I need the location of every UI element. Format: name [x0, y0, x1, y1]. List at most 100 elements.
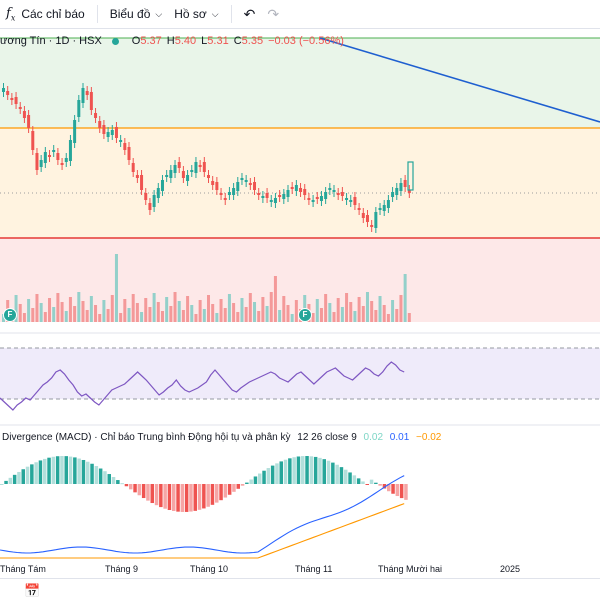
macd-histogram-bar [120, 483, 124, 485]
profile-button[interactable]: Hồ sơ ⌵ [168, 0, 224, 28]
event-flag-label: F [7, 310, 13, 319]
candle-body [278, 195, 282, 197]
candle-body [144, 193, 148, 200]
candle-body [365, 215, 369, 222]
volume-bar [39, 303, 43, 322]
macd-histogram-bar [154, 484, 159, 506]
candle-body [395, 188, 399, 195]
volume-bar [102, 300, 106, 322]
profile-label: Hồ sơ [174, 7, 207, 21]
current-candle [407, 161, 414, 191]
volume-bar [374, 310, 378, 322]
price-chart[interactable]: Tháng Tám Tháng 9 Tháng 10 Tháng 11 Tháng Mư… [0, 28, 600, 578]
volume-bar [236, 312, 240, 322]
chevron-down-icon: ⌵ [155, 8, 163, 19]
event-flag-icon[interactable]: F [298, 308, 312, 322]
macd-histogram-bar [262, 470, 266, 484]
macd-histogram-bar [356, 478, 361, 484]
volume-bar [386, 314, 390, 322]
macd-histogram-bar [163, 484, 167, 509]
macd-histogram-bar [107, 474, 111, 484]
candle-body [253, 182, 257, 190]
volume-bar [391, 300, 395, 322]
macd-histogram-bar [206, 484, 210, 507]
bottom-bar: 📅 [0, 578, 600, 601]
macd-histogram-bar [81, 459, 86, 484]
macd-histogram-bar [60, 456, 64, 484]
volume-bar [353, 311, 357, 322]
calendar-icon[interactable]: 📅 [24, 583, 41, 598]
volume-bar [403, 274, 407, 322]
event-flag-icon[interactable]: F [3, 308, 17, 322]
volume-bar [64, 311, 68, 322]
volume-bar [382, 305, 386, 322]
macd-histogram-bar [43, 458, 47, 484]
undo-icon[interactable]: ↶ [243, 5, 256, 22]
volume-bar [378, 296, 382, 322]
macd-histogram-bar [193, 484, 197, 511]
candle-body [340, 192, 344, 196]
volume-bar [81, 301, 85, 322]
macd-histogram-bar [137, 484, 142, 496]
macd-histogram-bar [86, 461, 90, 484]
market-status-icon [111, 37, 119, 45]
rsi-band [0, 348, 600, 399]
macd-histogram-bar [258, 473, 262, 484]
macd-histogram-bar [68, 456, 73, 484]
volume-bar [290, 314, 294, 322]
macd-histogram-bar [129, 484, 133, 490]
candle-body [290, 187, 294, 189]
candle-body [114, 127, 118, 138]
candle-body [64, 158, 68, 162]
candle-body [294, 185, 298, 191]
macd-histogram-bar [249, 479, 253, 484]
volume-bar [169, 306, 173, 322]
candle-body [52, 150, 56, 152]
candle-body [336, 193, 340, 195]
candle-body [27, 115, 31, 128]
chart-type-button[interactable]: Biểu đồ ⌵ [104, 0, 169, 28]
volume-bar [131, 294, 135, 322]
macd-histogram-bar [387, 484, 391, 492]
macd-histogram-bar [374, 482, 378, 484]
indicators-button[interactable]: fx Các chỉ báo [0, 0, 91, 28]
macd-histogram-bar [245, 482, 249, 484]
macd-histogram-bar [51, 456, 56, 484]
macd-histogram-bar [202, 484, 206, 509]
low-value: 5.31 [207, 35, 229, 47]
macd-histogram-bar [210, 484, 215, 505]
macd-histogram-bar [8, 477, 13, 484]
candle-body [265, 193, 269, 198]
volume-bar [190, 305, 194, 322]
volume-bar [123, 299, 127, 322]
macd-histogram-bar [150, 484, 154, 504]
candle-body [140, 175, 144, 190]
time-axis-label: 2025 [500, 564, 520, 574]
macd-line-value: 0.01 [389, 432, 410, 443]
macd-histogram-bar [391, 484, 395, 494]
macd-histogram-bar [292, 457, 296, 484]
candle-body [156, 188, 160, 198]
macd-histogram-bar [301, 456, 305, 484]
volume-bar [198, 300, 202, 322]
volume-bar [94, 305, 98, 322]
candle-body [399, 183, 403, 191]
redo-icon[interactable]: ↷ [267, 5, 280, 22]
macd-histogram-bar [253, 476, 258, 484]
volume-bar [219, 299, 223, 322]
candle-body [273, 198, 277, 203]
volume-bar [211, 304, 215, 322]
volume-bar [48, 298, 52, 322]
macd-histogram-bar [365, 484, 369, 485]
volume-bar [127, 308, 131, 322]
candle-body [361, 213, 365, 218]
candle-body [194, 162, 198, 173]
volume-bar [395, 309, 399, 322]
macd-histogram-bar [227, 484, 232, 495]
macd-histogram-bar [335, 464, 339, 484]
volume-bar [273, 276, 277, 322]
macd-histogram-bar [236, 484, 240, 489]
macd-histogram-bar [288, 458, 292, 484]
volume-bar [98, 314, 102, 322]
